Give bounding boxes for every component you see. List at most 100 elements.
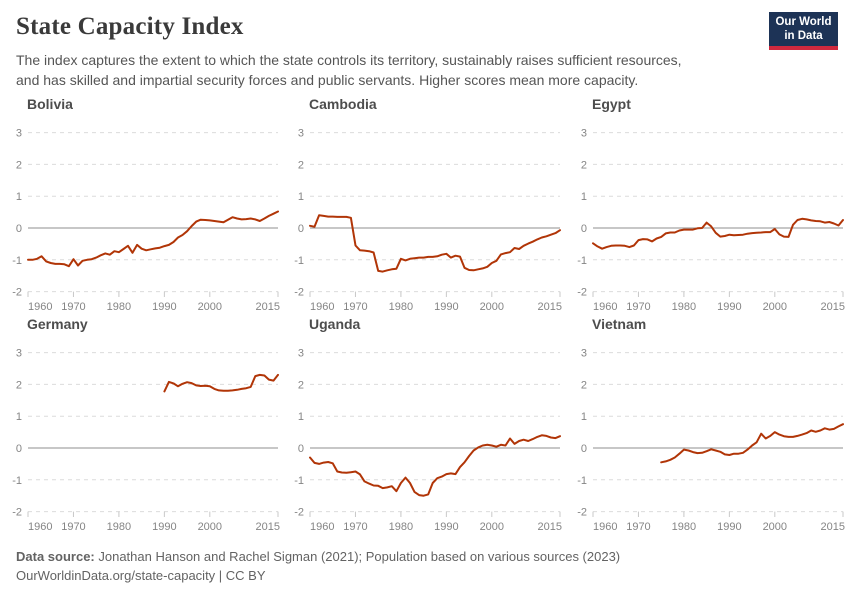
y-axis-tick-label: -1	[12, 255, 22, 267]
x-axis-tick-label: 1980	[672, 521, 696, 533]
x-axis-tick-label: 1980	[389, 521, 413, 533]
y-axis-tick-label: 1	[16, 411, 22, 423]
data-source-text: Jonathan Hanson and Rachel Sigman (2021)…	[94, 549, 621, 564]
y-axis-tick-label: -2	[12, 287, 22, 299]
x-axis-tick-label: 2015	[256, 301, 280, 313]
x-axis-tick-label: 1980	[389, 301, 413, 313]
y-axis-tick-label: 3	[16, 348, 22, 360]
line-chart-vietnam: 3 2 1 0 -1 -2 1960 1970 1980 1990 2000 2015	[577, 348, 845, 533]
y-axis-tick-label: -2	[12, 507, 22, 519]
x-axis-tick-label: 2000	[763, 301, 787, 313]
data-line-cambodia	[309, 214, 561, 273]
panel-title-bolivia: Bolivia	[27, 96, 73, 112]
y-axis-tick-label: -2	[294, 507, 304, 519]
y-axis-tick-label: -1	[294, 255, 304, 267]
y-axis-tick-label: -2	[577, 287, 587, 299]
data-source-note: Data source: Jonathan Hanson and Rachel …	[16, 549, 620, 564]
x-axis-tick-label: 1990	[717, 301, 741, 313]
x-axis-tick-label: 2000	[763, 521, 787, 533]
subtitle-line-1: The index captures the extent to which t…	[16, 52, 682, 68]
panel-title-cambodia: Cambodia	[309, 96, 377, 112]
panel-bolivia: Bolivia 3 2 1 0 -1 -2 1960 1970 1980 1990 2000 2015	[0, 96, 285, 313]
y-axis-tick-label: 3	[581, 348, 587, 360]
y-axis-tick-label: 1	[16, 191, 22, 203]
x-axis-tick-label: 1960	[28, 521, 52, 533]
y-axis-tick-label: 0	[298, 223, 304, 235]
y-axis-tick-label: -1	[577, 255, 587, 267]
x-axis-tick-label: 1960	[310, 301, 334, 313]
y-axis-tick-label: 2	[581, 159, 587, 171]
subtitle-line-2: and has skilled and impartial security f…	[16, 71, 639, 88]
x-axis-tick-label: 1980	[107, 301, 131, 313]
y-axis-tick-label: 0	[16, 443, 22, 455]
x-axis-tick-label: 1990	[152, 301, 176, 313]
panel-germany: Germany 3 2 1 0 -1 -2 1960 1970 1980 1990 2000 2015	[0, 316, 285, 533]
owid-logo: Our World in Data	[769, 12, 838, 50]
panel-title-vietnam: Vietnam	[592, 316, 647, 332]
x-axis-tick-label: 2015	[821, 521, 845, 533]
line-chart-cambodia: 3 2 1 0 -1 -2 1960 1970 1980 1990 2000 2015	[294, 128, 562, 313]
x-axis-tick-label: 2015	[538, 521, 562, 533]
x-axis-tick-label: 1970	[343, 521, 367, 533]
x-axis-tick-label: 1960	[593, 301, 617, 313]
x-axis-tick-label: 2015	[256, 521, 280, 533]
license-note: OurWorldinData.org/state-capacity | CC B…	[16, 568, 266, 583]
y-axis-tick-label: 3	[298, 128, 304, 140]
x-axis-tick-label: 2000	[480, 521, 504, 533]
panel-cambodia: Cambodia 3 2 1 0 -1 -2 1960 1970 1980 1990 2000 2015	[282, 96, 567, 313]
page-title: State Capacity Index	[16, 13, 244, 40]
y-axis-tick-label: -2	[577, 507, 587, 519]
y-axis-tick-label: 2	[298, 379, 304, 391]
x-axis-tick-label: 2000	[198, 521, 222, 533]
y-axis-tick-label: 0	[16, 223, 22, 235]
y-axis-tick-label: -1	[294, 475, 304, 487]
x-axis-tick-label: 1990	[434, 521, 458, 533]
x-axis-tick-label: 1970	[61, 521, 85, 533]
panel-vietnam: Vietnam 3 2 1 0 -1 -2 1960 1970 1980 1990 2000 2015	[565, 316, 850, 533]
y-axis-tick-label: -1	[577, 475, 587, 487]
x-axis-tick-label: 1970	[626, 521, 650, 533]
y-axis-tick-label: 0	[298, 443, 304, 455]
y-axis-tick-label: 2	[16, 379, 22, 391]
panel-uganda: Uganda 3 2 1 0 -1 -2 1960 1970 1980 1990 2000 2015	[282, 316, 567, 533]
y-axis-tick-label: 1	[581, 191, 587, 203]
panel-title-germany: Germany	[27, 316, 88, 332]
line-chart-egypt: 3 2 1 0 -1 -2 1960 1970 1980 1990 2000 2015	[577, 128, 845, 313]
data-line-vietnam	[660, 423, 844, 464]
owid-logo-line-2: in Data	[784, 29, 823, 42]
x-axis-tick-label: 2015	[538, 301, 562, 313]
y-axis-tick-label: 2	[298, 159, 304, 171]
x-axis-tick-label: 1990	[717, 521, 741, 533]
y-axis-tick-label: 2	[581, 379, 587, 391]
x-axis-tick-label: 1990	[434, 301, 458, 313]
x-axis-tick-label: 2000	[198, 301, 222, 313]
y-axis-tick-label: 2	[16, 159, 22, 171]
x-axis-tick-label: 1960	[28, 301, 52, 313]
line-chart-germany: 3 2 1 0 -1 -2 1960 1970 1980 1990 2000 2015	[12, 348, 280, 533]
x-axis-tick-label: 1960	[593, 521, 617, 533]
x-axis-tick-label: 1990	[152, 521, 176, 533]
data-line-egypt	[592, 217, 844, 250]
y-axis-tick-label: 1	[298, 191, 304, 203]
line-chart-bolivia: 3 2 1 0 -1 -2 1960 1970 1980 1990 2000 2015	[12, 128, 280, 313]
x-axis-tick-label: 1980	[672, 301, 696, 313]
y-axis-tick-label: -1	[12, 475, 22, 487]
y-axis-tick-label: 0	[581, 223, 587, 235]
x-axis-tick-label: 1960	[310, 521, 334, 533]
y-axis-tick-label: 3	[16, 128, 22, 140]
y-axis-tick-label: -2	[294, 287, 304, 299]
panel-egypt: Egypt 3 2 1 0 -1 -2 1960 1970 1980 1990 2000 2015	[565, 96, 850, 313]
x-axis-tick-label: 1980	[107, 521, 131, 533]
y-axis-tick-label: 1	[581, 411, 587, 423]
data-line-uganda	[309, 434, 561, 497]
panel-title-uganda: Uganda	[309, 316, 361, 332]
chart-subtitle: The index captures the extent to which t…	[16, 51, 682, 90]
x-axis-tick-label: 1970	[343, 301, 367, 313]
data-line-bolivia	[27, 210, 279, 268]
y-axis-tick-label: 0	[581, 443, 587, 455]
panel-title-egypt: Egypt	[592, 96, 631, 112]
y-axis-tick-label: 1	[298, 411, 304, 423]
x-axis-tick-label: 1970	[61, 301, 85, 313]
owid-logo-line-1: Our World	[775, 16, 832, 28]
data-line-germany	[163, 373, 279, 393]
